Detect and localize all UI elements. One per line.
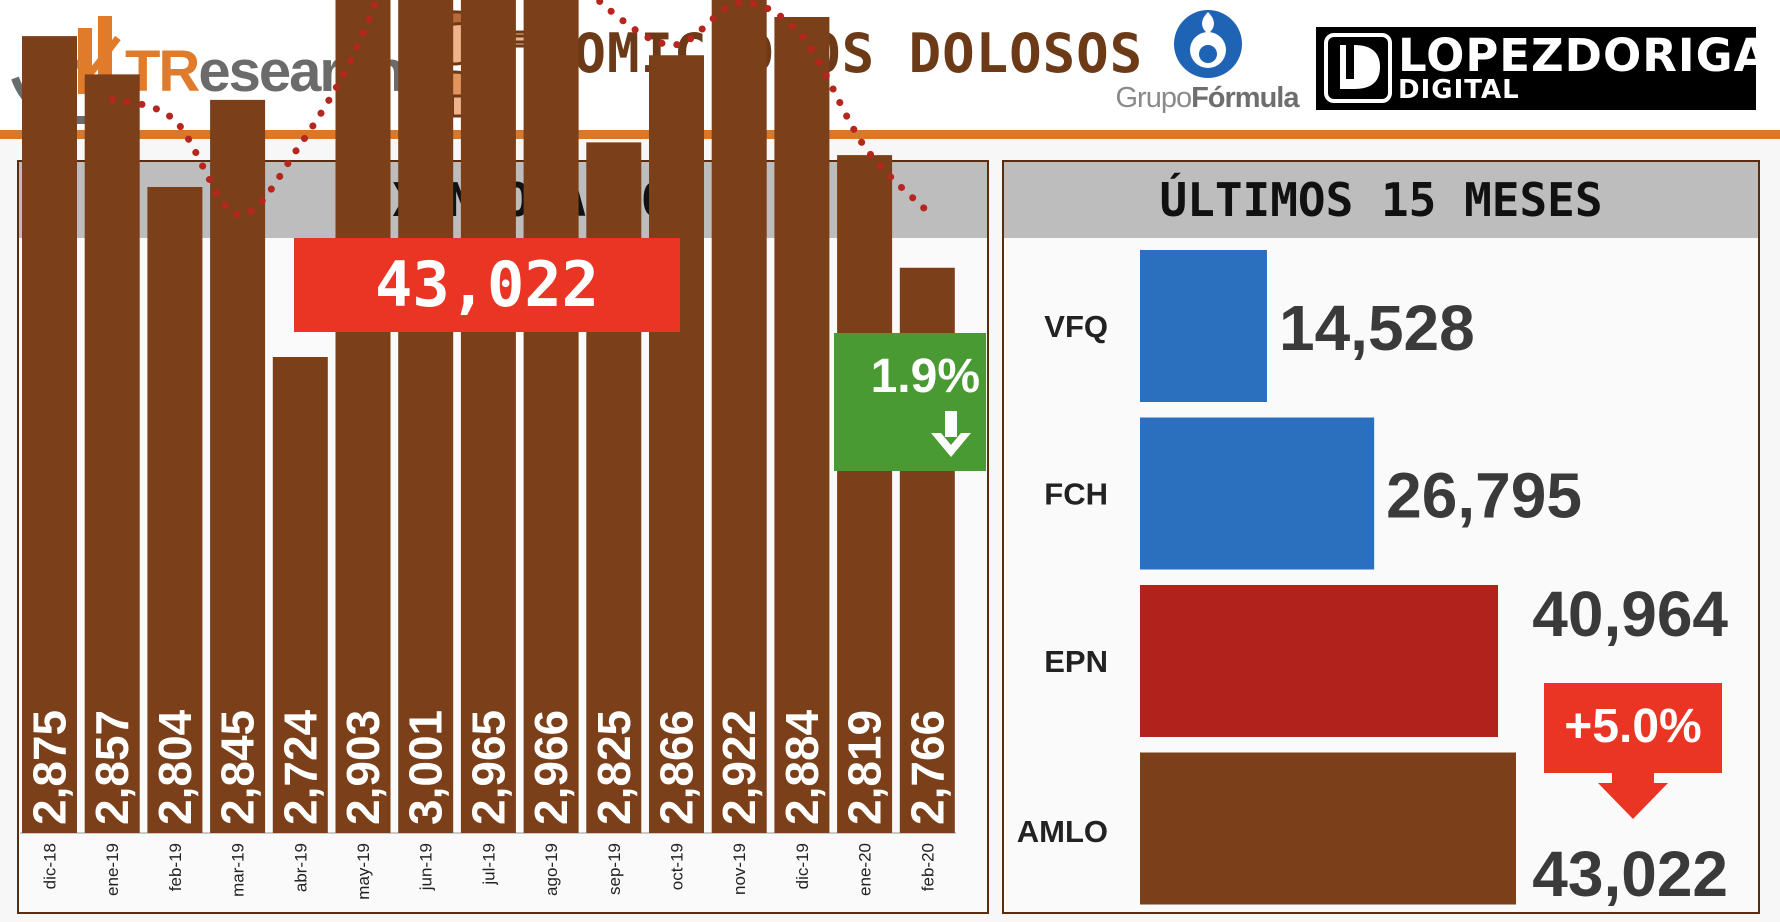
- bar-value-label: 14,528: [1279, 292, 1475, 364]
- x-tick-label: jul-19: [479, 843, 498, 886]
- x-tick-label: dic-19: [793, 843, 812, 889]
- bar: [774, 17, 830, 833]
- bar-value-label: 2,884: [776, 709, 828, 825]
- bar-value-label: 40,964: [1532, 578, 1728, 650]
- bar-value-label: 43,022: [1532, 838, 1728, 910]
- bar: [460, 0, 516, 833]
- bar-value-label: 2,766: [901, 710, 953, 825]
- bar: [147, 187, 203, 833]
- arrow-down-icon: [931, 411, 971, 457]
- bar-value-label: 2,825: [588, 710, 640, 825]
- bar-value-label: 2,866: [651, 710, 703, 825]
- total-value-badge: 43,022: [294, 238, 680, 332]
- x-tick-label: jun-19: [417, 843, 436, 891]
- lopezdoriga-logo: LOPEZDORIGA DIGITAL: [1316, 27, 1768, 110]
- bar-value-label: 2,845: [212, 710, 264, 825]
- x-tick-label: oct-19: [668, 843, 687, 890]
- grupo-formula-icon: [1174, 10, 1242, 78]
- x-tick-label: abr-19: [291, 843, 310, 892]
- x-tick-label: feb-20: [918, 843, 937, 891]
- bar: [22, 36, 77, 833]
- right-panel-title: ÚLTIMOS 15 MESES: [1004, 162, 1758, 238]
- arrow-down-icon: [1598, 773, 1668, 819]
- bar: [1140, 752, 1516, 905]
- y-tick-label: AMLO: [1017, 814, 1108, 849]
- y-tick-label: EPN: [1044, 644, 1108, 679]
- bar-value-label: 26,795: [1386, 460, 1582, 532]
- x-tick-label: nov-19: [730, 843, 749, 895]
- change-percent: 1.9%: [870, 350, 980, 403]
- header-divider: [0, 130, 1780, 139]
- bar: [1140, 417, 1375, 570]
- x-tick-label: may-19: [354, 843, 373, 900]
- bar-value-label: 2,819: [839, 710, 891, 825]
- grupo-formula-logo: GrupoFórmula: [1112, 6, 1302, 124]
- page-title: HOMICIDIOS DOLOSOS: [540, 22, 1144, 85]
- bar-value-label: 2,922: [713, 710, 765, 825]
- lopezdoriga-icon: [1324, 33, 1392, 103]
- trend-line: [108, 0, 931, 219]
- bar: [272, 357, 328, 833]
- bar-value-label: 2,857: [86, 710, 138, 825]
- bar: [711, 0, 767, 833]
- bar: [523, 0, 579, 833]
- bar: [1140, 585, 1499, 737]
- y-tick-label: FCH: [1044, 477, 1108, 512]
- bar: [398, 0, 454, 833]
- bar-value-label: 2,966: [525, 710, 577, 825]
- x-tick-label: feb-19: [166, 843, 185, 891]
- bar-value-label: 2,903: [337, 710, 389, 825]
- bar: [649, 55, 704, 833]
- x-tick-label: mar-19: [229, 843, 248, 897]
- x-tick-label: dic-18: [41, 843, 60, 889]
- change-badge-up: +5.0%: [1544, 683, 1722, 773]
- x-tick-label: ene-20: [856, 843, 875, 896]
- x-tick-label: ene-19: [103, 843, 122, 896]
- bar: [1140, 250, 1267, 402]
- bar: [335, 0, 391, 833]
- x-tick-label: ago-19: [542, 843, 561, 896]
- bar: [210, 99, 266, 833]
- bar-value-label: 3,001: [400, 710, 452, 825]
- bar-value-label: 2,875: [24, 710, 76, 825]
- x-tick-label: sep-19: [605, 843, 624, 895]
- bar-value-label: 2,724: [274, 709, 326, 825]
- bar-value-label: 2,804: [149, 709, 201, 825]
- bar: [837, 155, 893, 833]
- bar: [84, 74, 140, 833]
- bar-value-label: 2,965: [462, 710, 514, 825]
- change-badge-down: 1.9%: [834, 333, 986, 471]
- y-tick-label: VFQ: [1044, 309, 1108, 344]
